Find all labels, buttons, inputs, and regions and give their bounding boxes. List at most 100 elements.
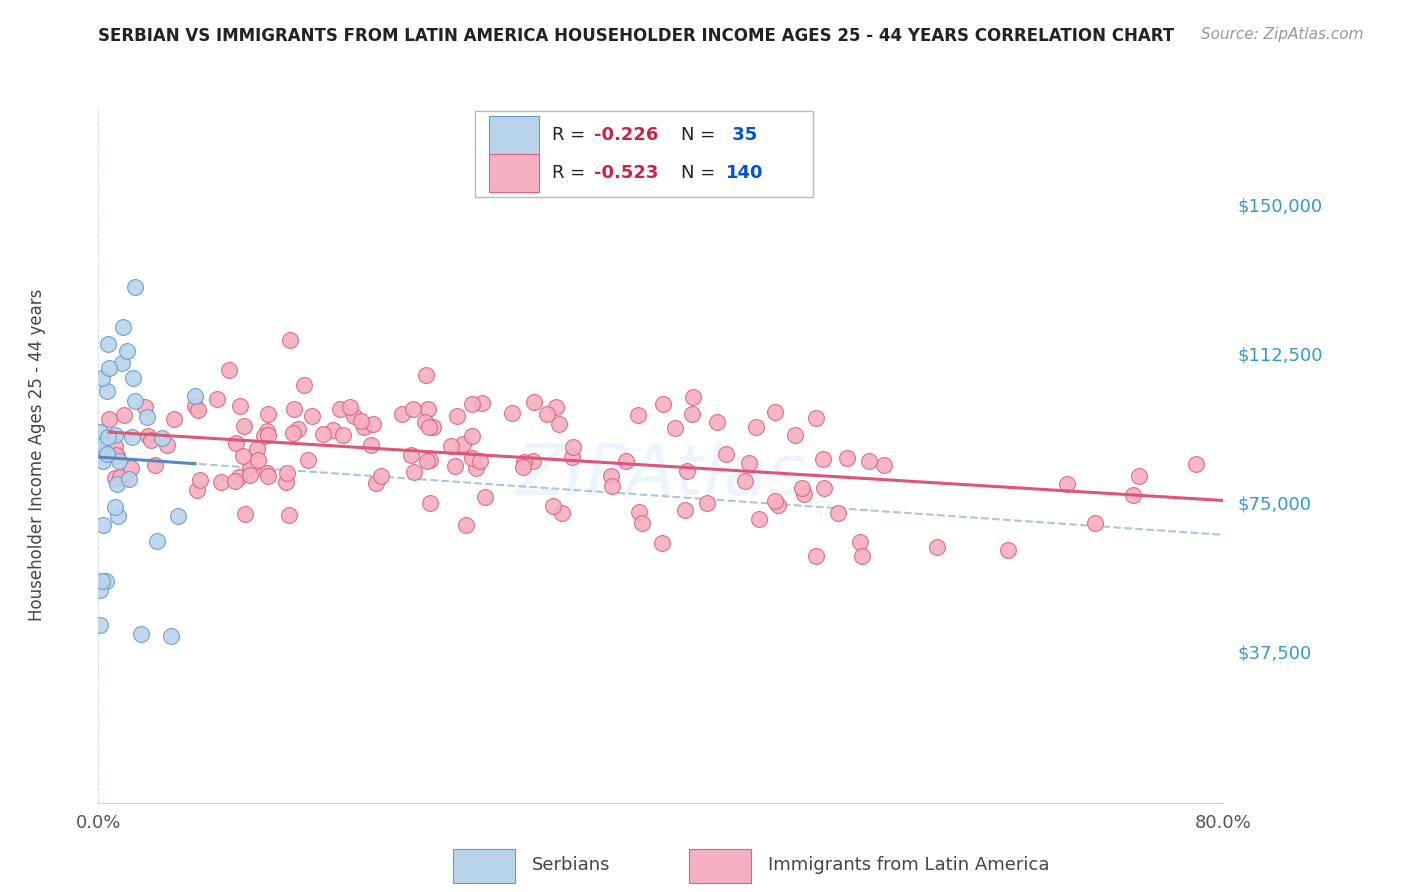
Point xyxy=(418,401,440,416)
Point xyxy=(118,472,141,486)
Point xyxy=(682,390,704,404)
Point xyxy=(89,618,111,632)
Point xyxy=(96,384,118,398)
Point xyxy=(1122,488,1144,502)
Point xyxy=(287,422,309,436)
Point xyxy=(813,452,835,467)
Point xyxy=(360,438,382,452)
Point xyxy=(548,417,571,432)
Point xyxy=(134,400,156,414)
Point xyxy=(205,392,228,407)
FancyBboxPatch shape xyxy=(489,154,540,193)
Point xyxy=(162,412,184,426)
Point xyxy=(297,453,319,467)
Point xyxy=(312,427,335,442)
Point xyxy=(399,448,422,462)
Point xyxy=(738,456,761,470)
Point xyxy=(96,574,118,589)
Point xyxy=(614,454,637,468)
Point xyxy=(523,395,546,409)
Point xyxy=(849,534,872,549)
Point xyxy=(763,405,786,419)
Point xyxy=(278,508,301,522)
Point xyxy=(112,319,135,334)
Point xyxy=(541,499,564,513)
Point xyxy=(139,434,162,448)
Point xyxy=(247,453,270,467)
Point xyxy=(600,479,623,493)
Point xyxy=(468,454,491,468)
Point xyxy=(748,512,770,526)
Point xyxy=(160,629,183,643)
Point xyxy=(415,368,437,383)
Point xyxy=(274,475,297,490)
Text: 35: 35 xyxy=(725,126,758,144)
Point xyxy=(460,429,482,443)
Text: Serbians: Serbians xyxy=(531,856,610,874)
Point xyxy=(837,451,859,466)
Point xyxy=(925,540,948,554)
Point xyxy=(349,414,371,428)
Point xyxy=(187,403,209,417)
Point xyxy=(97,360,120,375)
Point xyxy=(104,428,127,442)
Point xyxy=(627,506,650,520)
Point xyxy=(813,481,835,495)
Text: N =: N = xyxy=(681,126,721,144)
Text: -0.523: -0.523 xyxy=(595,164,659,182)
Point xyxy=(129,626,152,640)
Point xyxy=(97,412,120,426)
Text: R =: R = xyxy=(551,126,591,144)
Point xyxy=(90,437,112,451)
Point xyxy=(454,517,477,532)
Point xyxy=(225,436,247,450)
Point xyxy=(276,466,298,480)
Point xyxy=(107,453,129,467)
Point xyxy=(256,407,278,421)
Point xyxy=(664,421,686,435)
Point xyxy=(536,407,558,421)
Point xyxy=(714,447,737,461)
Point xyxy=(103,500,125,515)
Point xyxy=(105,477,128,491)
Text: ZIPAtlas: ZIPAtlas xyxy=(516,442,806,510)
Point xyxy=(851,549,873,564)
Point xyxy=(218,362,240,376)
Point xyxy=(562,441,585,455)
Point xyxy=(184,389,207,403)
Point xyxy=(418,420,440,434)
Point xyxy=(104,439,127,453)
Point xyxy=(115,343,138,358)
Point xyxy=(792,481,814,495)
Point xyxy=(402,402,425,417)
Point xyxy=(1056,477,1078,491)
Point xyxy=(246,442,269,456)
Point xyxy=(766,499,789,513)
Point xyxy=(124,394,146,409)
Point xyxy=(183,399,205,413)
Point xyxy=(706,416,728,430)
Point xyxy=(551,506,574,520)
Point xyxy=(231,450,253,464)
Point xyxy=(281,426,304,441)
Point xyxy=(292,377,315,392)
Point xyxy=(446,409,468,423)
Point xyxy=(343,409,366,423)
FancyBboxPatch shape xyxy=(489,116,540,154)
Point xyxy=(461,450,484,465)
Point xyxy=(460,397,482,411)
Point xyxy=(793,487,815,501)
Point xyxy=(136,429,159,443)
Point xyxy=(91,518,114,533)
Point xyxy=(112,408,135,422)
FancyBboxPatch shape xyxy=(475,111,813,197)
Point xyxy=(190,473,212,487)
Point xyxy=(332,428,354,442)
Point xyxy=(239,467,262,482)
Point xyxy=(96,447,118,461)
Point xyxy=(256,425,278,439)
Point xyxy=(235,507,257,521)
Point xyxy=(339,400,361,414)
Point xyxy=(111,356,134,370)
Point xyxy=(419,496,441,510)
